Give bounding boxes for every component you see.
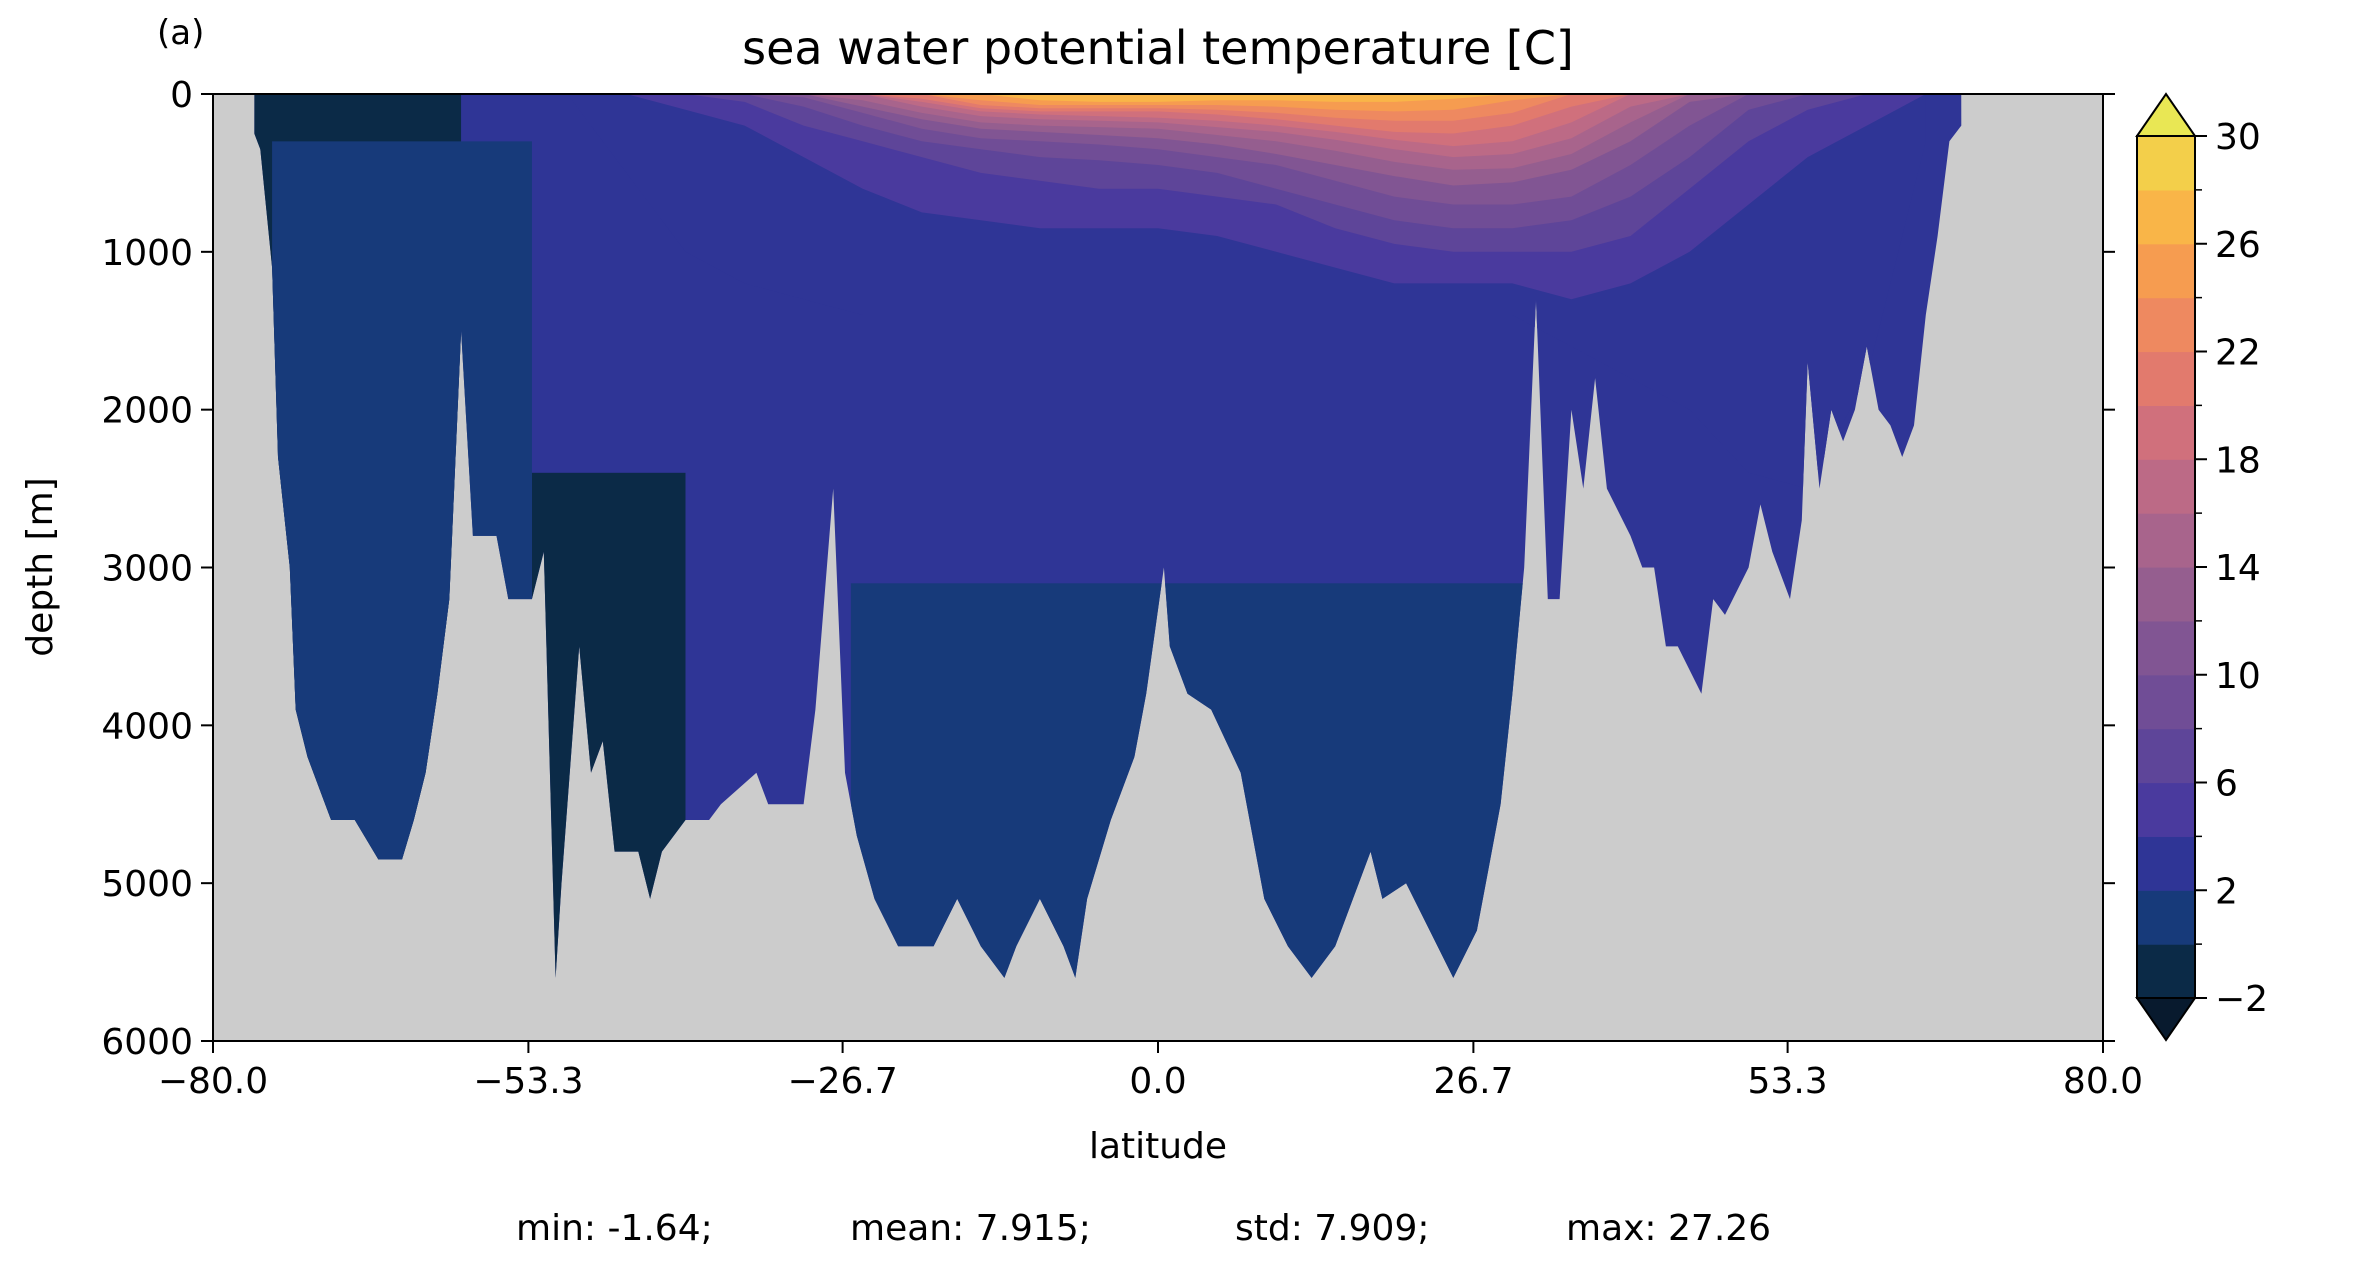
colorbar-segment bbox=[2137, 405, 2195, 460]
x-tick-label: 80.0 bbox=[2063, 1061, 2143, 1102]
colorbar-tick-label: 22 bbox=[2215, 333, 2261, 374]
x-tick-label: 53.3 bbox=[1748, 1061, 1828, 1102]
colorbar-segment bbox=[2137, 674, 2195, 730]
y-tick-label: 3000 bbox=[101, 549, 193, 590]
colorbar-tick-label: 2 bbox=[2215, 871, 2238, 912]
stat-max: max: 27.26 bbox=[1566, 1208, 1771, 1249]
plot-area bbox=[213, 94, 2103, 1041]
y-tick-label: 4000 bbox=[101, 706, 193, 747]
colorbar-tick-label: 10 bbox=[2215, 656, 2261, 697]
stat-min: min: -1.64; bbox=[516, 1208, 713, 1249]
y-tick-label: 6000 bbox=[101, 1022, 193, 1063]
isotherm-band-22 bbox=[272, 94, 1926, 121]
panel-label: (a) bbox=[157, 13, 204, 53]
colorbar-under-arrow bbox=[2135, 997, 2197, 1042]
colorbar-segment bbox=[2137, 836, 2195, 891]
y-tick-label: 2000 bbox=[101, 391, 193, 432]
x-axis-label: latitude bbox=[1089, 1126, 1227, 1167]
x-axis: −80.0 −53.3 −26.7 0.0 26.7 53.3 80.0 bbox=[158, 1041, 2143, 1102]
colorbar-segment bbox=[2137, 567, 2195, 622]
y-tick-label: 1000 bbox=[101, 233, 193, 274]
colorbar-segment bbox=[2137, 513, 2195, 568]
colorbar-tick-label: 6 bbox=[2215, 764, 2238, 805]
colorbar-tick-label: 30 bbox=[2215, 117, 2261, 158]
colorbar-segment bbox=[2137, 351, 2195, 406]
statistics-line: min: -1.64; mean: 7.915; std: 7.909; max… bbox=[516, 1208, 1771, 1249]
x-tick-label: 26.7 bbox=[1433, 1061, 1513, 1102]
stat-std: std: 7.909; bbox=[1235, 1208, 1429, 1249]
x-tick-label: −53.3 bbox=[473, 1061, 583, 1102]
colorbar-tick-label: 14 bbox=[2215, 548, 2261, 589]
chart-title: sea water potential temperature [C] bbox=[742, 21, 1574, 75]
isotherm-band-26 bbox=[272, 94, 1926, 102]
colorbar-tick-label: −2 bbox=[2215, 979, 2268, 1020]
colorbar-segment bbox=[2137, 459, 2195, 514]
isotherm-band-24 bbox=[272, 94, 1926, 112]
y-axis: 0 1000 2000 3000 4000 5000 6000 bbox=[101, 75, 2115, 1063]
y-axis-label: depth [m] bbox=[20, 477, 61, 656]
colorbar-segment bbox=[2137, 136, 2195, 191]
y-tick-label: 5000 bbox=[101, 864, 193, 905]
colorbar-segment bbox=[2137, 728, 2195, 784]
colorbar-segment bbox=[2137, 782, 2195, 837]
x-tick-label: 0.0 bbox=[1129, 1061, 1186, 1102]
colorbar-tick-label: 26 bbox=[2215, 225, 2261, 266]
colorbar-segment bbox=[2137, 297, 2195, 353]
stat-mean: mean: 7.915; bbox=[850, 1208, 1091, 1249]
colorbar-segment bbox=[2137, 243, 2195, 299]
colorbar-segment bbox=[2137, 189, 2195, 245]
colorbar-segment bbox=[2137, 620, 2195, 676]
colorbar-tick-label: 18 bbox=[2215, 440, 2261, 481]
colorbar-segment bbox=[2137, 944, 2195, 999]
colorbar-segment bbox=[2137, 890, 2195, 945]
y-tick-label: 0 bbox=[170, 75, 193, 116]
x-tick-label: −26.7 bbox=[787, 1061, 897, 1102]
colorbar-over-arrow bbox=[2135, 92, 2197, 137]
x-tick-label: −80.0 bbox=[158, 1061, 268, 1102]
